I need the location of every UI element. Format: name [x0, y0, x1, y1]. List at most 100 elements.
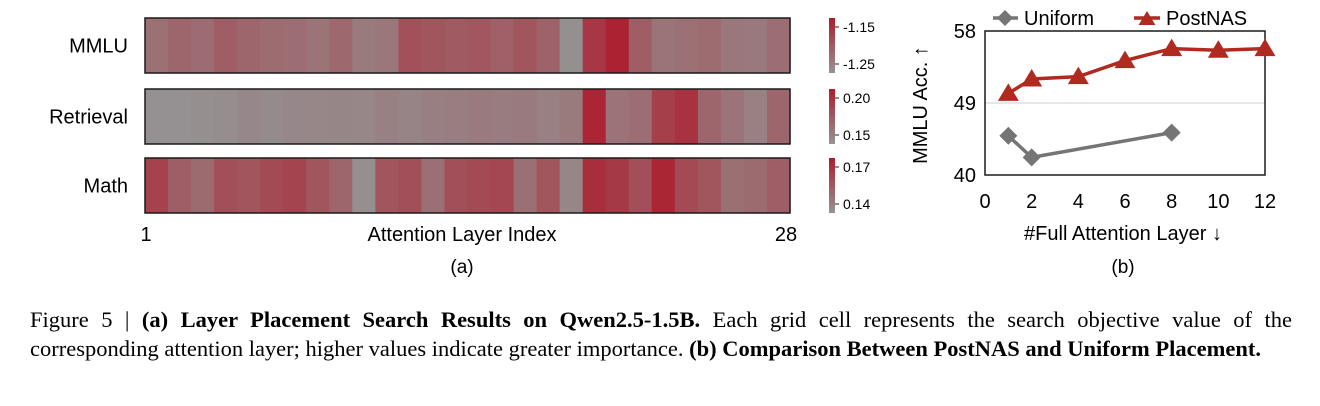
heatmap-xlabel: Attention Layer Index: [367, 224, 556, 246]
heatmap-cell: [352, 158, 376, 213]
heatmap-cell: [743, 158, 768, 213]
heatmap-cell: [605, 89, 630, 144]
heatmap-cell: [536, 18, 561, 73]
heatmap-row-label: MMLU: [69, 36, 128, 58]
heatmap-cell: [283, 158, 307, 213]
heatmap-cell: [651, 158, 676, 213]
heatmap-cell: [536, 89, 561, 144]
heatmap-cell: [375, 18, 399, 73]
heatmap-cell: [191, 158, 215, 213]
heatmap-cell: [260, 18, 284, 73]
legend-label-uniform: Uniform: [1024, 8, 1094, 30]
x-tick-label: 12: [1254, 191, 1276, 213]
heatmap-cell: [697, 158, 722, 213]
heatmap-cell: [628, 158, 653, 213]
heatmap-cell: [513, 18, 538, 73]
caption-part-a-text: Each grid cell represents the search obj…: [30, 307, 1292, 361]
plot-frame: [984, 30, 1266, 176]
heatmap-cell: [743, 18, 768, 73]
colorbar-tick-label: -1.25: [843, 56, 875, 72]
heatmap-cell: [145, 158, 169, 213]
heatmap-cell: [697, 89, 722, 144]
heatmap-cell: [743, 89, 768, 144]
heatmap-cell: [697, 18, 722, 73]
x-tick-label: 8: [1166, 191, 1177, 213]
heatmap-cell: [605, 158, 630, 213]
heatmap-cell: [352, 89, 376, 144]
heatmap-cell: [605, 18, 630, 73]
heatmap-cell: [628, 89, 653, 144]
heatmap-xtick-last: 28: [775, 224, 797, 246]
data-point-uniform: [999, 126, 1018, 145]
heatmap-cell: [260, 158, 284, 213]
heatmap-cell: [329, 18, 353, 73]
legend-marker-uniform: [997, 10, 1013, 26]
colorbar-tick-label: 0.17: [843, 159, 870, 175]
data-point-uniform: [1162, 123, 1181, 142]
caption-prefix: Figure 5 |: [30, 307, 142, 332]
y-tick-label: 58: [954, 21, 976, 43]
heatmap-row-label: Math: [84, 176, 128, 198]
heatmap-cell: [237, 158, 261, 213]
heatmap-cell: [329, 158, 353, 213]
heatmap-cell: [283, 18, 307, 73]
data-point-postnas: [1161, 38, 1183, 57]
heatmap-cell: [214, 158, 238, 213]
data-point-postnas: [997, 83, 1019, 101]
heatmap-cell: [398, 158, 423, 213]
heatmap-panel: MMLU Retrieval Math -1.15 -1.25 0.20 0.15 0.17…: [49, 17, 875, 278]
x-tick-label: 6: [1119, 191, 1130, 213]
line-panel: 0 2 4 6 8 10 12 40 49 58 Uniform PostNAS MMLU Acc.…: [910, 8, 1276, 278]
x-tick-label: 2: [1026, 191, 1037, 213]
colorbar-tick-label: 0.15: [843, 127, 870, 143]
heatmap-cell: [214, 18, 238, 73]
heatmap-cell: [237, 89, 261, 144]
colorbar: [829, 18, 835, 73]
panel-a-label: (a): [450, 257, 473, 278]
legend-label-postnas: PostNAS: [1166, 8, 1247, 30]
heatmap-cell: [582, 158, 607, 213]
heatmap-cell: [651, 18, 676, 73]
heatmap-cell: [260, 89, 284, 144]
heatmap-cell: [582, 89, 607, 144]
heatmap-cell: [674, 89, 699, 144]
caption-part-a-title: (a) Layer Placement Search Results on Qw…: [141, 307, 701, 332]
figure-canvas: MMLU Retrieval Math -1.15 -1.25 0.20 0.15 0.17…: [49, 8, 1276, 278]
heatmap-cell: [559, 18, 584, 73]
y-tick-label: 49: [954, 93, 976, 115]
heatmap-cell: [720, 158, 745, 213]
line-ylabel: MMLU Acc. ↑: [910, 46, 932, 164]
y-tick-label: 40: [954, 165, 976, 187]
heatmap-cell: [329, 89, 353, 144]
heatmap-cell: [398, 89, 423, 144]
heatmap-cell: [191, 18, 215, 73]
figure-caption: Figure 5 | (a) Layer Placement Search Re…: [30, 305, 1292, 363]
colorbar-tick-label: -1.15: [843, 19, 875, 35]
heatmap-xtick-first: 1: [140, 224, 151, 246]
heatmap-cell: [720, 18, 745, 73]
heatmap-cell: [559, 158, 584, 213]
data-point-postnas: [1114, 50, 1136, 69]
heatmap-cell: [766, 89, 791, 144]
heatmap-cell: [145, 89, 169, 144]
heatmap-cell: [490, 89, 515, 144]
heatmap-cell: [467, 18, 492, 73]
heatmap-cell: [283, 89, 307, 144]
heatmap-cell: [168, 89, 192, 144]
heatmap-cell: [421, 18, 446, 73]
data-point-postnas: [1021, 69, 1043, 87]
heatmap-cell: [536, 158, 561, 213]
heatmap-cell: [306, 18, 330, 73]
heatmap-cell: [168, 18, 192, 73]
heatmap-cell: [191, 89, 215, 144]
heatmap-row-label: Retrieval: [49, 107, 128, 129]
legend-marker-postnas: [1138, 11, 1156, 25]
heatmap-cell: [490, 18, 515, 73]
heatmap-cell: [513, 158, 538, 213]
heatmap-cell: [766, 18, 791, 73]
heatmap-row-frame: [144, 157, 791, 214]
heatmap-cell: [467, 158, 492, 213]
heatmap-row-frame: [144, 17, 791, 74]
heatmap-cell: [398, 18, 423, 73]
heatmap-cell: [444, 89, 469, 144]
